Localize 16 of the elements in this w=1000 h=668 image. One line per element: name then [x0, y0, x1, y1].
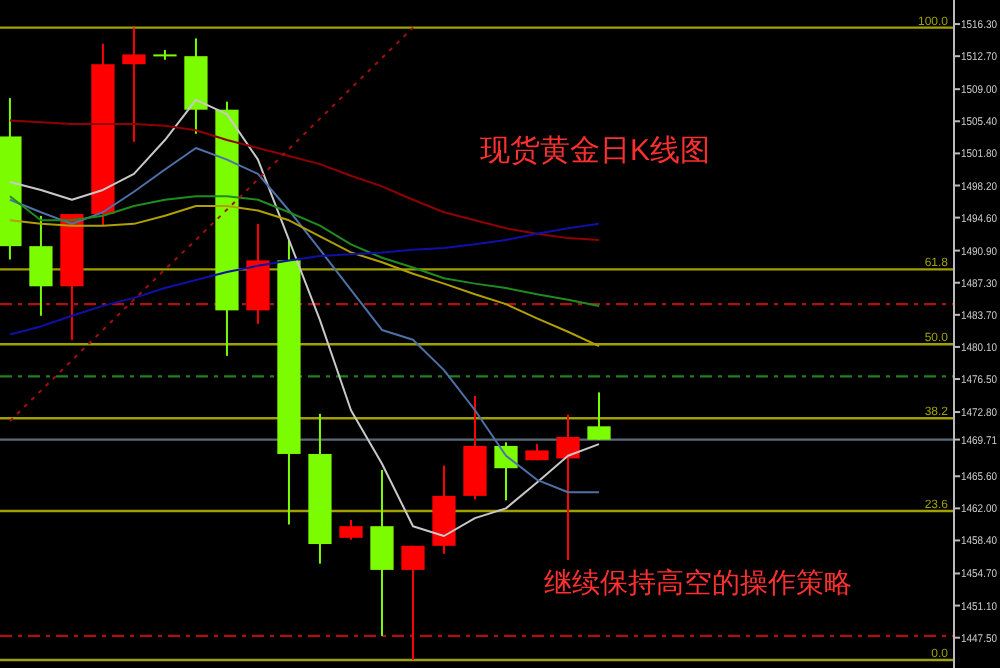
line-series	[8, 222, 600, 336]
annotation: 继续保持高空的操作策略	[544, 566, 852, 598]
line-series	[8, 98, 600, 537]
candlestick	[29, 214, 53, 317]
line-series	[8, 119, 600, 241]
candlestick	[587, 391, 611, 441]
candlestick	[494, 441, 518, 502]
line-series	[8, 205, 600, 348]
annotation: 现货黄金日K线图	[480, 134, 711, 168]
candlestick	[556, 413, 580, 562]
candlestick	[122, 26, 146, 143]
line-series	[8, 26, 414, 422]
line-series	[8, 195, 600, 307]
candlestick	[401, 544, 425, 661]
candlestick	[370, 469, 394, 637]
candlestick	[339, 518, 363, 541]
